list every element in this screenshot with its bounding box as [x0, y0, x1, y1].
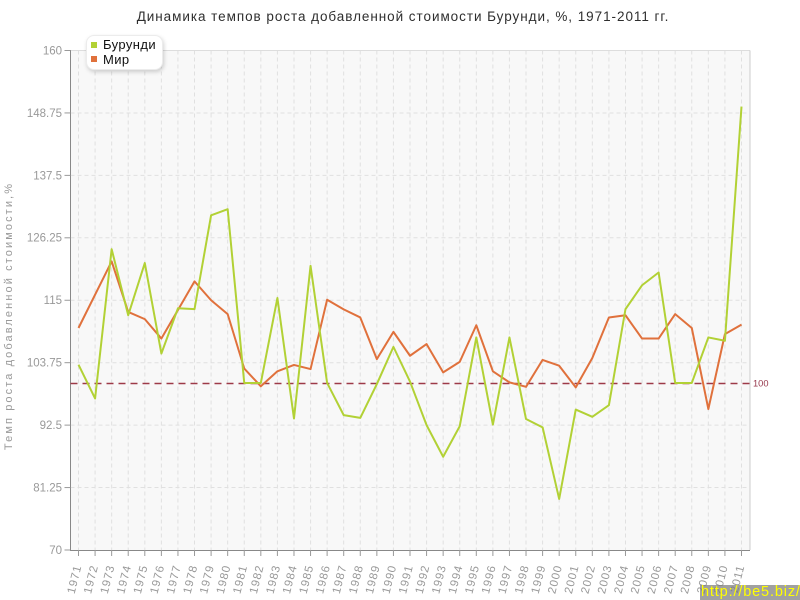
svg-text:1986: 1986 [314, 564, 333, 595]
svg-text:1994: 1994 [447, 564, 466, 595]
svg-text:92.5: 92.5 [40, 420, 62, 432]
svg-text:2008: 2008 [679, 564, 698, 595]
svg-text:2000: 2000 [546, 564, 565, 595]
svg-text:1974: 1974 [115, 564, 134, 595]
svg-text:2003: 2003 [596, 564, 615, 595]
svg-text:1975: 1975 [132, 564, 151, 595]
svg-text:1998: 1998 [513, 564, 532, 595]
svg-text:1985: 1985 [298, 564, 317, 595]
svg-text:160: 160 [43, 45, 62, 57]
svg-text:1982: 1982 [248, 564, 267, 595]
svg-text:1987: 1987 [331, 564, 350, 595]
svg-text:1999: 1999 [530, 564, 549, 595]
svg-text:1978: 1978 [182, 564, 201, 595]
svg-text:81.25: 81.25 [33, 482, 62, 494]
svg-text:148.75: 148.75 [27, 108, 62, 120]
svg-text:103.75: 103.75 [27, 358, 62, 370]
svg-text:1972: 1972 [82, 564, 101, 595]
svg-text:Темп роста добавленной стоимос: Темп роста добавленной стоимости,% [3, 182, 15, 450]
svg-text:1996: 1996 [480, 564, 499, 595]
svg-text:1988: 1988 [347, 564, 366, 595]
svg-text:1981: 1981 [231, 564, 250, 595]
svg-text:137.5: 137.5 [33, 170, 62, 182]
svg-text:1990: 1990 [381, 564, 400, 595]
svg-text:2002: 2002 [580, 564, 599, 595]
svg-text:1976: 1976 [149, 564, 168, 595]
svg-text:1984: 1984 [281, 564, 300, 595]
svg-text:1993: 1993 [430, 564, 449, 595]
svg-text:1983: 1983 [265, 564, 284, 595]
svg-text:70: 70 [49, 545, 62, 557]
svg-text:100: 100 [753, 378, 769, 388]
svg-text:2006: 2006 [646, 564, 665, 595]
svg-text:2005: 2005 [629, 564, 648, 595]
svg-text:1977: 1977 [165, 564, 184, 595]
svg-text:1979: 1979 [198, 564, 217, 595]
svg-text:2001: 2001 [563, 564, 582, 595]
svg-text:115: 115 [44, 295, 62, 307]
svg-text:2004: 2004 [613, 564, 632, 595]
svg-text:126.25: 126.25 [27, 233, 62, 245]
svg-text:1973: 1973 [99, 564, 118, 595]
svg-text:2007: 2007 [662, 564, 681, 595]
svg-text:1995: 1995 [464, 564, 483, 595]
svg-text:1992: 1992 [414, 564, 433, 595]
svg-text:1980: 1980 [215, 564, 234, 595]
svg-text:1997: 1997 [497, 564, 516, 595]
svg-text:1971: 1971 [66, 564, 85, 595]
svg-text:1989: 1989 [364, 564, 383, 595]
svg-text:1991: 1991 [397, 564, 416, 595]
